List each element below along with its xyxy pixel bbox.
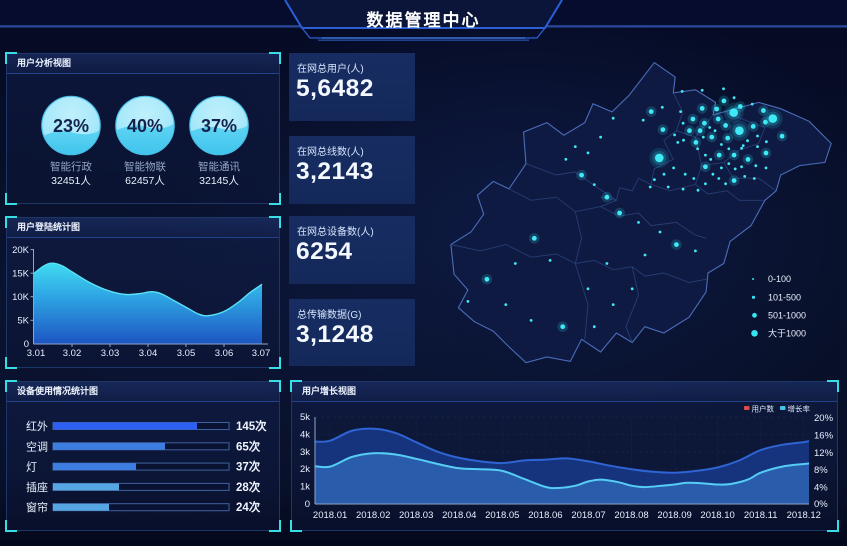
- svg-text:65次: 65次: [236, 439, 261, 453]
- svg-text:2018.02: 2018.02: [356, 510, 390, 521]
- svg-text:3.07: 3.07: [252, 348, 271, 359]
- svg-text:2018.11: 2018.11: [744, 510, 778, 521]
- svg-text:0: 0: [24, 339, 29, 350]
- svg-text:4%: 4%: [814, 483, 828, 494]
- svg-text:2018.07: 2018.07: [571, 510, 605, 521]
- svg-text:5k: 5k: [300, 412, 310, 423]
- svg-text:23%: 23%: [53, 116, 89, 136]
- svg-text:智能通讯: 智能通讯: [198, 160, 240, 173]
- svg-text:3.01: 3.01: [27, 348, 46, 359]
- svg-text:1k: 1k: [300, 482, 310, 493]
- svg-text:32451人: 32451人: [51, 175, 91, 187]
- svg-text:15K: 15K: [12, 268, 30, 279]
- svg-text:智能行政: 智能行政: [50, 160, 92, 173]
- svg-text:3.04: 3.04: [139, 348, 158, 359]
- svg-text:28次: 28次: [236, 480, 261, 494]
- svg-text:2k: 2k: [300, 464, 310, 475]
- svg-text:增长率: 增长率: [788, 404, 811, 414]
- svg-text:32145人: 32145人: [199, 175, 239, 187]
- svg-text:2018.10: 2018.10: [700, 510, 734, 521]
- svg-text:3.03: 3.03: [101, 348, 120, 359]
- svg-text:145次: 145次: [236, 419, 267, 433]
- svg-text:62457人: 62457人: [125, 175, 165, 187]
- svg-text:8%: 8%: [814, 465, 828, 476]
- svg-text:3.05: 3.05: [177, 348, 196, 359]
- svg-text:智能物联: 智能物联: [124, 160, 166, 173]
- svg-text:3.02: 3.02: [63, 348, 82, 359]
- svg-text:37%: 37%: [201, 116, 237, 136]
- svg-text:20K: 20K: [12, 245, 30, 256]
- svg-text:2018.12: 2018.12: [787, 510, 821, 521]
- svg-text:24次: 24次: [236, 500, 261, 514]
- svg-text:101-500: 101-500: [768, 293, 801, 303]
- svg-text:501-1000: 501-1000: [768, 311, 806, 321]
- svg-text:用户数: 用户数: [752, 404, 775, 414]
- svg-text:37次: 37次: [236, 460, 261, 474]
- svg-text:大于1000: 大于1000: [768, 328, 806, 339]
- svg-text:2018.09: 2018.09: [657, 510, 691, 521]
- svg-text:2018.06: 2018.06: [528, 510, 562, 521]
- svg-text:2018.04: 2018.04: [442, 510, 476, 521]
- svg-text:0: 0: [305, 499, 310, 510]
- svg-text:2018.08: 2018.08: [614, 510, 648, 521]
- svg-text:2018.03: 2018.03: [399, 510, 433, 521]
- svg-text:空调: 空调: [26, 439, 48, 453]
- svg-text:0-100: 0-100: [768, 274, 791, 284]
- svg-text:10K: 10K: [12, 292, 30, 303]
- svg-text:20%: 20%: [814, 413, 834, 424]
- svg-text:40%: 40%: [127, 116, 163, 136]
- svg-text:0%: 0%: [814, 499, 828, 510]
- svg-text:4k: 4k: [300, 429, 310, 440]
- svg-text:红外: 红外: [26, 420, 48, 433]
- svg-text:16%: 16%: [814, 430, 834, 441]
- svg-text:窗帘: 窗帘: [26, 500, 48, 514]
- svg-text:灯: 灯: [26, 461, 37, 474]
- svg-text:12%: 12%: [814, 448, 834, 459]
- svg-text:2018.01: 2018.01: [313, 510, 347, 521]
- svg-text:3k: 3k: [300, 447, 310, 458]
- svg-text:2018.05: 2018.05: [485, 510, 519, 521]
- svg-text:插座: 插座: [26, 480, 48, 494]
- svg-text:5K: 5K: [17, 316, 29, 327]
- svg-text:3.06: 3.06: [215, 348, 234, 359]
